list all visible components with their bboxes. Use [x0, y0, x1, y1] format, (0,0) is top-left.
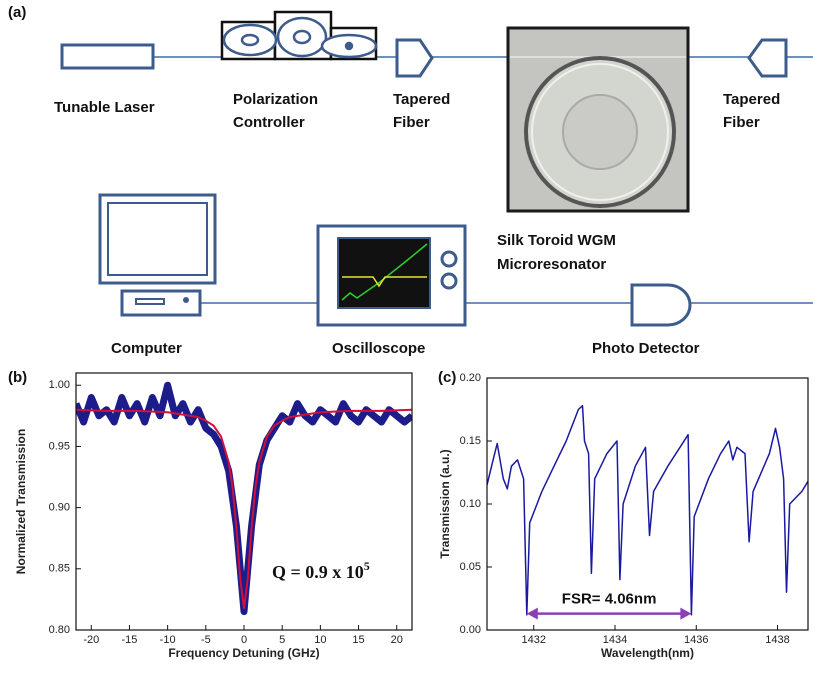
x-tick-label: -20 [83, 634, 99, 646]
panel-label: (a) [8, 4, 26, 21]
y-axis-title: Normalized Transmission [14, 429, 28, 574]
y-tick-label: 0.80 [49, 624, 70, 636]
y-tick-label: 0.95 [49, 440, 70, 452]
y-tick-label: 0.20 [460, 372, 481, 384]
computer-icon [100, 195, 215, 315]
y-tick-label: 0.10 [460, 498, 481, 510]
plot-area [487, 406, 808, 615]
laser-label: Tunable Laser [54, 99, 155, 116]
computer-label: Computer [111, 340, 182, 357]
x-tick-label: 1434 [603, 634, 627, 646]
tapered-fiber-icon [749, 40, 786, 76]
x-tick-label: 10 [314, 634, 326, 646]
fsr-annotation: FSR= 4.06nm [562, 591, 657, 608]
q-annotation-exponent: 5 [364, 559, 370, 573]
detector-label: Photo Detector [592, 340, 700, 357]
x-tick-label: 1436 [684, 634, 708, 646]
polarization-label: Controller [233, 114, 305, 131]
figure: (a) (b) (c) Tunable Laser Polarization C… [0, 0, 813, 671]
x-tick-label: 5 [279, 634, 285, 646]
y-axis-title: Transmission (a.u.) [438, 449, 452, 558]
taper-label: Tapered [393, 91, 450, 108]
y-tick-label: 0.05 [460, 561, 481, 573]
arrow-head [680, 608, 691, 620]
y-tick-label: 1.00 [49, 379, 70, 391]
tapered-fiber-icon [397, 40, 432, 76]
x-tick-label: -10 [160, 634, 176, 646]
resonator-label: Microresonator [497, 256, 606, 273]
photo-detector-icon [632, 285, 690, 325]
x-tick-label: 1432 [521, 634, 545, 646]
taper-label: Fiber [393, 114, 430, 131]
x-axis-title: Frequency Detuning (GHz) [168, 646, 319, 660]
y-tick-label: 0.85 [49, 563, 70, 575]
panel-label: (c) [438, 369, 456, 386]
q-annotation: Q = 0.9 x 105 [272, 559, 370, 582]
q-annotation-text: Q = 0.9 x 10 [272, 562, 364, 582]
resonator-label: Silk Toroid WGM [497, 232, 616, 249]
y-tick-label: 0.90 [49, 502, 70, 514]
laser-icon [62, 45, 153, 68]
y-tick-label: 0.00 [460, 624, 481, 636]
x-axis-title: Wavelength(nm) [601, 646, 694, 660]
polarization-controller-icon [222, 12, 376, 59]
microresonator-photo [508, 28, 688, 211]
x-tick-label: -5 [201, 634, 211, 646]
data-line [487, 406, 808, 615]
oscilloscope-label: Oscilloscope [332, 340, 425, 357]
taper-label: Fiber [723, 114, 760, 131]
panel-label: (b) [8, 369, 27, 386]
x-tick-label: 0 [241, 634, 247, 646]
taper-label: Tapered [723, 91, 780, 108]
x-tick-label: -15 [122, 634, 138, 646]
oscilloscope-icon [318, 226, 465, 325]
arrow-head [527, 608, 538, 620]
y-tick-label: 0.15 [460, 435, 481, 447]
x-tick-label: 20 [391, 634, 403, 646]
x-tick-label: 1438 [765, 634, 789, 646]
polarization-label: Polarization [233, 91, 318, 108]
x-tick-label: 15 [352, 634, 364, 646]
page: (a) (b) (c) Tunable Laser Polarization C… [0, 0, 813, 671]
